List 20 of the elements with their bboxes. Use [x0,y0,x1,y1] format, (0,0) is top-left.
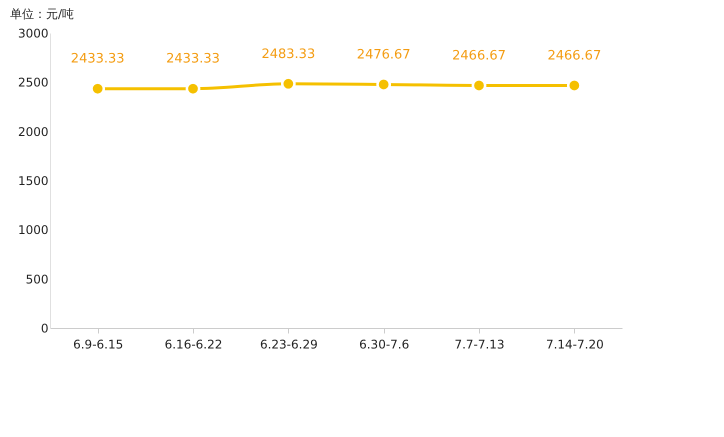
y-tick-label: 500 [26,272,48,286]
data-label: 2433.33 [166,52,220,67]
y-tick-label: 2000 [18,124,48,139]
x-tick-label: 7.7-7.13 [454,338,505,352]
x-tick-label: 6.9-6.15 [73,338,124,352]
y-tick-label: 0 [40,322,48,336]
y-axis-title: 单位：元/吨 [10,7,74,21]
y-tick-label: 1500 [18,174,48,188]
data-label: 2433.33 [70,52,125,67]
x-tick-label: 6.23-6.29 [260,338,318,352]
x-tick-label: 7.14-7.20 [546,338,604,352]
x-tick-label: 6.30-7.6 [359,338,410,352]
x-tick-label: 6.16-6.22 [164,338,222,352]
data-label: 2466.67 [547,48,602,64]
data-label: 2483.33 [261,46,316,62]
data-label: 2466.67 [452,48,506,64]
y-tick-label: 3000 [18,26,48,40]
y-tick-label: 1000 [18,223,48,238]
data-label: 2476.67 [356,47,411,62]
y-tick-label: 2500 [18,76,48,90]
